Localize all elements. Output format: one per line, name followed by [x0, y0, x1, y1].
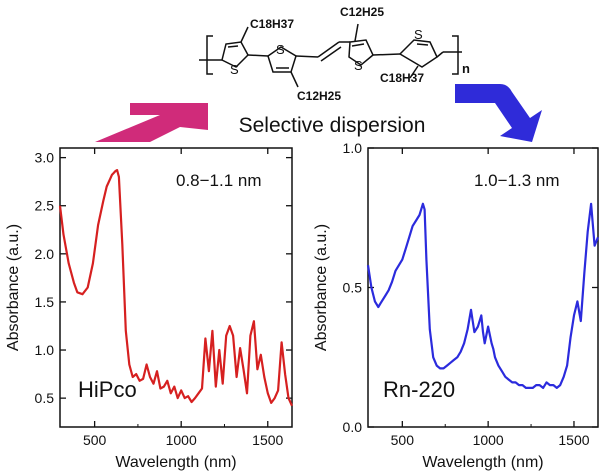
- y-tick-label: 0.0: [343, 419, 363, 435]
- sulfur-atoms: S S S S: [230, 27, 423, 77]
- x-tick-label: 1500: [558, 432, 589, 448]
- x-axis-label: Wavelength (nm): [115, 454, 236, 471]
- plot-frame: [59, 147, 293, 428]
- substituent-label-2: C12H25: [297, 89, 341, 103]
- y-tick-label: 3.0: [35, 150, 55, 166]
- sulfur-atom-4: S: [414, 27, 423, 42]
- y-axis-label: Absorbance (a.u.): [313, 224, 330, 351]
- y-tick-label: 0.5: [343, 280, 363, 296]
- x-tick-label: 1000: [166, 432, 197, 448]
- vinylene-bond-2b: [320, 46, 342, 62]
- x-tick-label: 1500: [252, 432, 283, 448]
- alkyl-bond-3: [354, 23, 359, 42]
- alkyl-bond-1: [240, 26, 249, 43]
- ring-link-4: [436, 51, 444, 58]
- sulfur-atom-1: S: [230, 62, 239, 77]
- absorbance-spectrum-line: [58, 169, 294, 407]
- diameter-range-annotation: 1.0−1.3 nm: [474, 171, 560, 190]
- x-axis-label: Wavelength (nm): [422, 454, 543, 471]
- y-tick-label: 2.0: [35, 246, 55, 262]
- y-tick-label: 0.5: [35, 390, 55, 406]
- polymer-structure: [199, 23, 462, 88]
- diameter-range-annotation: 0.8−1.1 nm: [176, 171, 262, 190]
- selective-dispersion-caption: Selective dispersion: [239, 114, 426, 137]
- alkyl-bond-4: [409, 65, 419, 79]
- y-tick-label: 1.0: [35, 342, 55, 358]
- sample-label: HiPco: [78, 377, 137, 402]
- sample-label: Rn-220: [383, 377, 455, 402]
- thiophene-ring-2: [267, 46, 297, 73]
- alkyl-bond-2: [290, 71, 299, 88]
- thiophene-ring-1: [221, 41, 249, 68]
- x-tick-label: 1000: [473, 432, 504, 448]
- thiophene-ring-3: [348, 39, 374, 66]
- vinylene-bond-2: [317, 41, 340, 58]
- x-tick-label: 500: [83, 432, 107, 448]
- ring3-double-bond: [351, 43, 365, 47]
- thiophene-ring-4: [398, 39, 438, 68]
- y-tick-label: 1.5: [35, 294, 55, 310]
- substituent-label-3: C12H25: [340, 5, 384, 19]
- ring1-double-bond: [227, 45, 239, 48]
- substituent-label-1: C18H37: [250, 17, 294, 31]
- bracket-left: [206, 35, 213, 75]
- repeat-subscript: n: [462, 61, 470, 76]
- sulfur-atom-2: S: [276, 42, 285, 57]
- arrow-left-icon: [95, 103, 208, 142]
- arrow-right-icon: [455, 84, 542, 142]
- polymer-substituent-labels: C18H37 C12H25 C12H25 C18H37 n: [250, 5, 470, 103]
- sulfur-atom-3: S: [354, 58, 363, 73]
- absorbance-spectrum-line: [366, 202, 600, 389]
- y-tick-label: 2.5: [35, 198, 55, 214]
- chart-panel-rn220: 500 1000 1500 0.0 0.5 1.0 Wavelength (nm) Absor…: [313, 140, 600, 471]
- x-tick-label: 500: [391, 432, 415, 448]
- ring-link-3: [372, 53, 401, 56]
- ring-link-1: [247, 54, 269, 57]
- y-axis-label: Absorbance (a.u.): [5, 224, 22, 351]
- vinylene-bond-1: [295, 55, 319, 58]
- y-tick-label: 1.0: [343, 140, 363, 156]
- chart-panel-hipco: 500 1000 1500 0.5 1.0 1.5 2.0 2.5 3.0 Wavelength …: [5, 147, 294, 471]
- substituent-label-4: C18H37: [380, 71, 424, 85]
- bracket-right: [452, 35, 459, 75]
- ring4-double-bond: [416, 43, 429, 46]
